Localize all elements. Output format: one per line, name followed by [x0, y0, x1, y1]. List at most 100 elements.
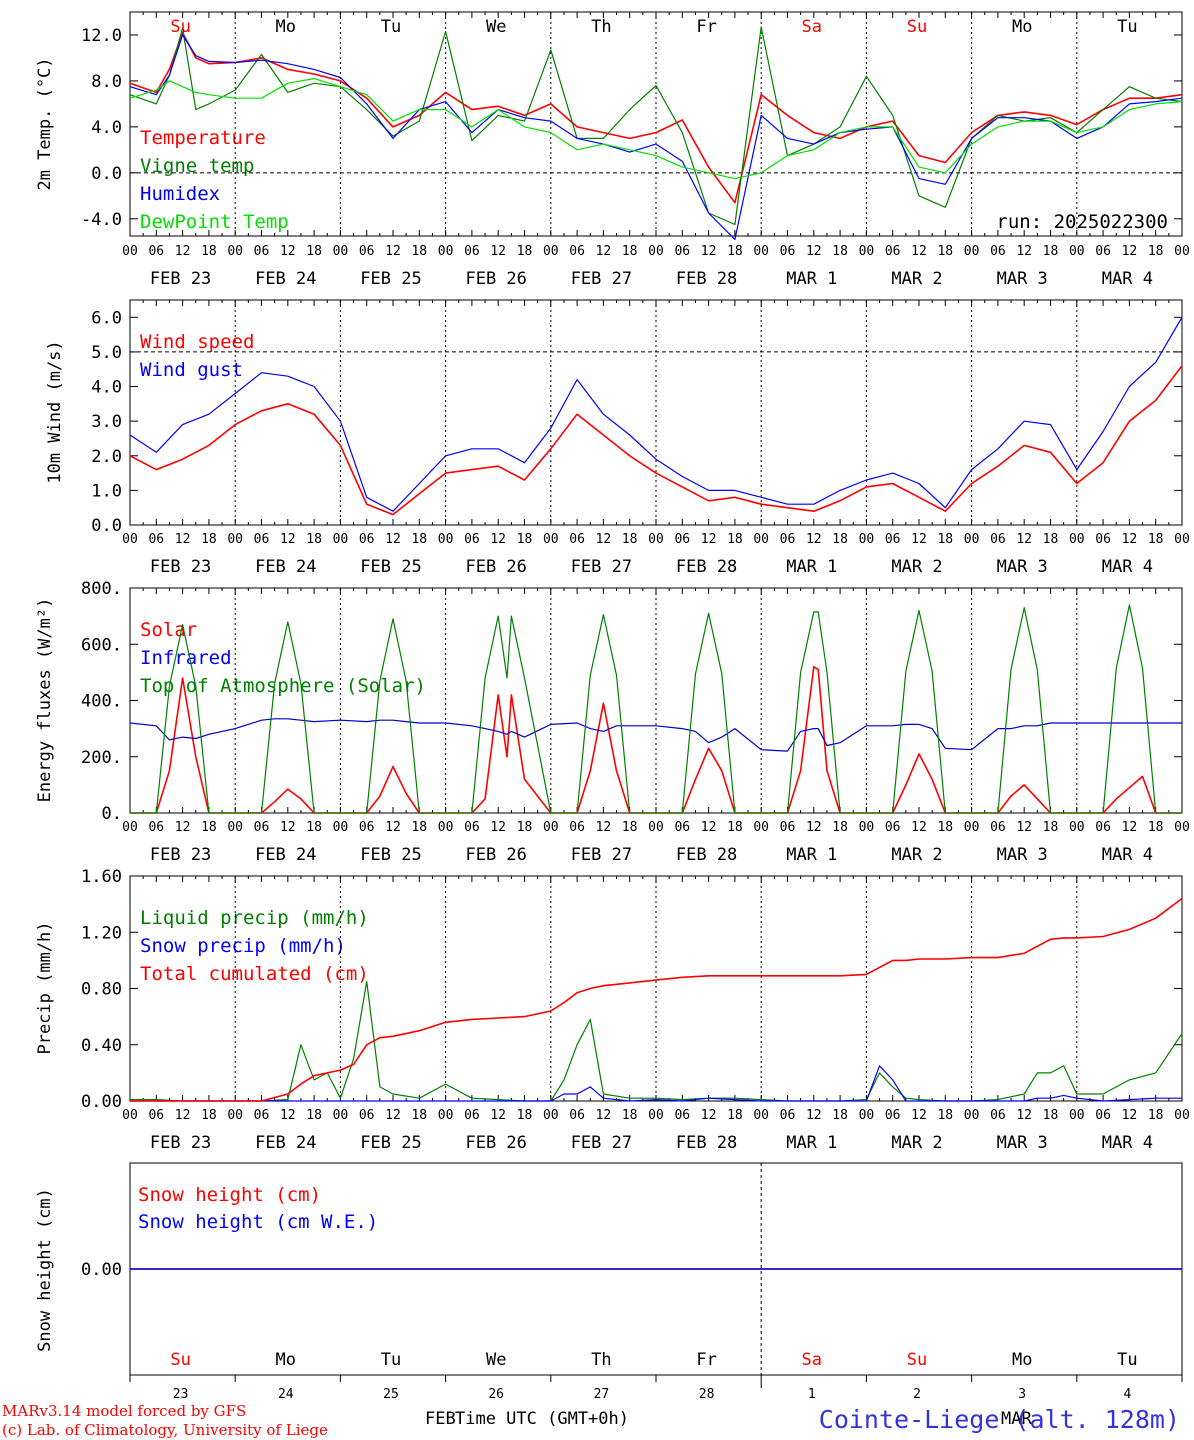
x-hour-label: 18 [1148, 820, 1164, 835]
x-hour-label: 12 [1016, 820, 1032, 835]
x-hour-label: 06 [780, 1108, 796, 1123]
y-axis-label: Precip (mm/h) [35, 921, 55, 1054]
x-hour-label: 00 [964, 244, 980, 259]
y-tick-label: 200. [81, 748, 122, 768]
y-tick-label: 5.0 [91, 343, 122, 363]
x-hour-label: 06 [359, 244, 375, 259]
x-date-label: FEB 23 [150, 845, 211, 865]
x-month-left: FEB [425, 1409, 456, 1429]
panel-3-plot: 1.60 1.20 0.80 0.40 0.00 Precip (mm/h) 00 06 12 1… [35, 867, 1190, 1153]
x-hour-label: 00 [1069, 532, 1085, 547]
x-hour-label: 00 [543, 532, 559, 547]
panel-snow: Snow height (cm) Snow height (cm W.E.) [138, 1184, 378, 1233]
x-hour-label: 06 [885, 1108, 901, 1123]
x-date-label: FEB 25 [360, 1133, 421, 1153]
series-line [129, 26, 1183, 226]
x-hour-label: 06 [990, 532, 1006, 547]
weekday-label-bottom: Su [170, 1350, 190, 1370]
x-axis-title: Time UTC (GMT+0h) [455, 1409, 629, 1429]
x-hour-label: 18 [937, 820, 953, 835]
series-line [130, 980, 1183, 1102]
x-date-label: FEB 26 [465, 269, 526, 289]
x-hour-label: 12 [596, 820, 612, 835]
x-hour-label: 18 [201, 1108, 217, 1123]
x-hour-label: 12 [701, 820, 717, 835]
day-number-label: 28 [699, 1387, 715, 1402]
x-hour-label: 12 [806, 244, 822, 259]
x-hour-label: 18 [727, 244, 743, 259]
y-tick-label: 400. [81, 692, 122, 712]
day-number-label: 26 [488, 1387, 504, 1402]
x-hour-label: 06 [1095, 820, 1111, 835]
panel-energy: Solar Infrared Top of Atmosphere (Solar) [140, 619, 426, 697]
x-hour-label: 06 [885, 244, 901, 259]
x-hour-label: 00 [122, 244, 138, 259]
x-hour-label: 00 [438, 532, 454, 547]
x-date-label: MAR 1 [786, 557, 837, 577]
footer: MARv3.14 model forced by GFS (c) Lab. of… [2, 1402, 1180, 1439]
x-date-label: FEB 23 [150, 269, 211, 289]
day-number-label: 2 [913, 1387, 921, 1402]
x-date-label: FEB 24 [255, 269, 316, 289]
x-hour-label: 12 [175, 820, 191, 835]
y-tick-label: 0.40 [81, 1036, 122, 1056]
x-date-label: FEB 27 [571, 1133, 632, 1153]
x-hour-label: 06 [359, 1108, 375, 1123]
x-hour-label: 12 [596, 532, 612, 547]
wind-legend-speed: Wind speed [140, 331, 254, 353]
y-tick-label: 0.00 [81, 1092, 122, 1112]
x-hour-label: 12 [1122, 532, 1138, 547]
x-date-label: FEB 27 [571, 845, 632, 865]
series-line [129, 34, 1183, 240]
x-hour-label: 00 [227, 820, 243, 835]
x-hour-label: 18 [1043, 820, 1059, 835]
x-hour-label: 12 [1122, 244, 1138, 259]
x-hour-label: 00 [859, 820, 875, 835]
x-hour-label: 12 [911, 1108, 927, 1123]
panel-temperature: Temperature Vigne temp Humidex DewPoint … [140, 127, 1168, 233]
y-tick-label: 6.0 [91, 308, 122, 328]
snow-panel-x-axis: Su 23 Mo 24 Tu 25 We 26 Th 27 Fr 28 Sa 1 Su 2 Mo 3 Tu 4 [129, 1350, 1183, 1402]
station-name: Cointe-Liege (alt. 128m) [819, 1405, 1180, 1434]
x-hour-label: 00 [859, 1108, 875, 1123]
panel-wind: Wind speed Wind gust [140, 331, 254, 381]
x-hour-label: 12 [701, 244, 717, 259]
x-hour-label: 00 [227, 532, 243, 547]
x-hour-label: 18 [517, 820, 533, 835]
x-hour-label: 06 [990, 820, 1006, 835]
series-line [129, 365, 1183, 516]
x-hour-label: 00 [1069, 244, 1085, 259]
x-hour-label: 18 [937, 1108, 953, 1123]
y-axis-label: Energy fluxes (W/m²) [35, 598, 55, 803]
x-date-label: MAR 4 [1102, 557, 1153, 577]
y-axis-label: Snow height (cm) [35, 1188, 55, 1352]
x-hour-label: 00 [543, 244, 559, 259]
x-hour-label: 18 [201, 532, 217, 547]
x-hour-label: 06 [148, 1108, 164, 1123]
x-hour-label: 18 [1148, 532, 1164, 547]
x-hour-label: 00 [543, 1108, 559, 1123]
x-hour-label: 00 [964, 820, 980, 835]
y-tick-label: 8.0 [91, 72, 122, 92]
day-number-label: 27 [594, 1387, 610, 1402]
x-hour-label: 06 [780, 820, 796, 835]
x-hour-label: 00 [122, 820, 138, 835]
y-tick-label: 800. [81, 579, 122, 599]
series-line [129, 77, 1183, 180]
y-tick-label: 3.0 [91, 412, 122, 432]
x-hour-label: 18 [727, 532, 743, 547]
day-number-label: 24 [278, 1387, 294, 1402]
x-hour-label: 12 [1122, 1108, 1138, 1123]
weekday-label-bottom: We [486, 1350, 506, 1370]
x-date-label: FEB 24 [255, 1133, 316, 1153]
x-date-label: FEB 24 [255, 557, 316, 577]
x-date-label: FEB 23 [150, 1133, 211, 1153]
x-hour-label: 00 [122, 1108, 138, 1123]
x-hour-label: 06 [569, 1108, 585, 1123]
x-hour-label: 18 [1043, 1108, 1059, 1123]
x-hour-label: 12 [806, 820, 822, 835]
x-month-right: MAR [1001, 1409, 1032, 1429]
series-line [129, 316, 1183, 512]
x-hour-label: 00 [333, 244, 349, 259]
x-hour-label: 18 [622, 820, 638, 835]
